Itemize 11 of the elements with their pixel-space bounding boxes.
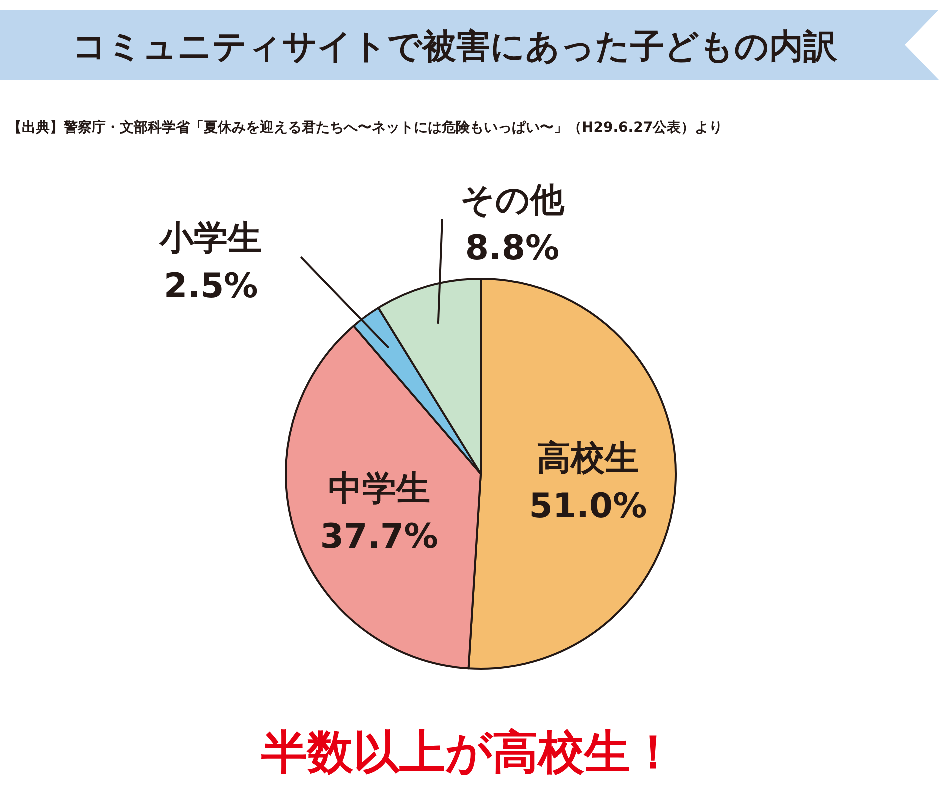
data-label: 8.8% bbox=[465, 228, 560, 269]
data-label: 51.0% bbox=[529, 486, 648, 526]
text: 半数以上が高校生！ bbox=[262, 725, 676, 779]
slice-label: その他 bbox=[460, 180, 566, 221]
data-label: 2.5% bbox=[164, 266, 258, 306]
slice-label: 小学生 bbox=[159, 218, 262, 258]
chart-title: コミュニティサイトで被害にあった子どもの内訳 bbox=[72, 27, 838, 67]
data-label: 37.7% bbox=[320, 517, 438, 558]
chart-subtitle: 【出典】警察庁・文部科学省「夏休みを迎える君たちへ〜ネットには危険もいっぱい〜」（H29.6.27公表）より bbox=[8, 119, 724, 136]
slice-label: 高校生 bbox=[537, 438, 640, 478]
slice-label: 中学生 bbox=[328, 469, 430, 510]
